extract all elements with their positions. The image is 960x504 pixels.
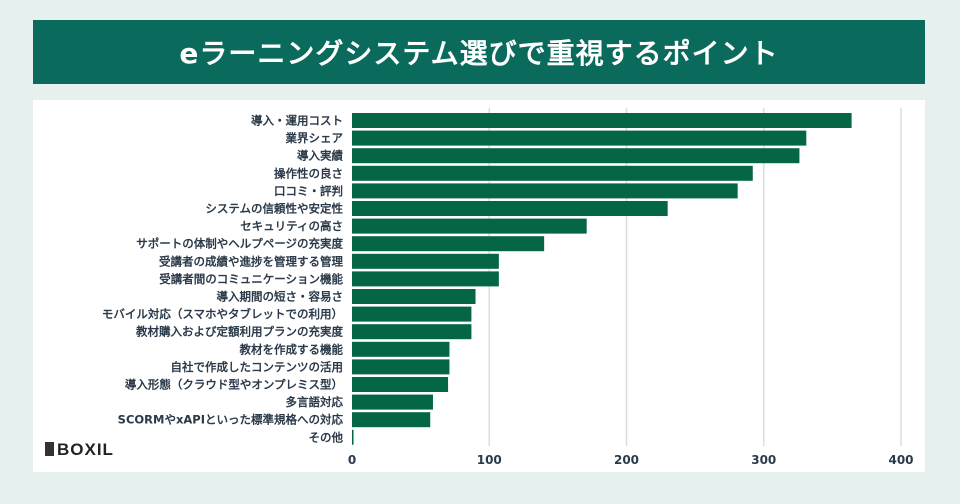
category-label: サポートの体制やヘルプページの充実度	[136, 237, 343, 251]
bar	[352, 148, 800, 164]
bar	[352, 253, 499, 269]
bar	[352, 183, 738, 199]
x-tick-label: 100	[477, 453, 502, 467]
bar	[352, 113, 852, 128]
category-label: 導入・運用コスト	[251, 114, 343, 128]
bar	[352, 394, 433, 410]
x-tick-label: 0	[348, 453, 356, 467]
bar	[352, 165, 753, 181]
category-label: その他	[309, 430, 344, 444]
category-label: 操作性の良さ	[274, 166, 343, 180]
category-label: モバイル対応（スマホやタブレットでの利用）	[102, 307, 343, 321]
category-label: 自社で作成したコンテンツの活用	[171, 360, 344, 374]
category-label: 多言語対応	[286, 395, 344, 409]
category-label: セキュリティの高さ	[240, 219, 343, 233]
bar	[352, 201, 668, 216]
bar	[352, 359, 450, 375]
x-tick-label: 300	[751, 453, 776, 467]
bar	[352, 218, 587, 234]
bar	[352, 130, 807, 146]
category-label: SCORMやxAPIといった標準規格への対応	[118, 413, 344, 427]
bar	[352, 324, 472, 340]
category-label: 導入期間の短さ・容易さ	[217, 290, 344, 304]
category-label: 教材購入および定額利用プランの充実度	[135, 325, 343, 339]
category-label: システムの信頼性や安定性	[205, 202, 343, 216]
bar	[352, 341, 450, 357]
bar	[352, 429, 354, 445]
category-label: 受講者の成績や進捗を管理する管理	[159, 254, 343, 268]
category-label: 口コミ・評判	[274, 184, 343, 198]
category-label: 導入形態（クラウド型やオンプレミス型）	[125, 378, 343, 392]
category-label: 導入実績	[297, 149, 343, 163]
bar	[352, 289, 476, 304]
boxil-logo: BOXIL	[45, 440, 114, 460]
x-tick-label: 200	[614, 453, 639, 467]
bar	[352, 236, 545, 252]
bar	[352, 271, 499, 287]
bar	[352, 412, 431, 428]
bar	[352, 306, 472, 322]
bar	[352, 377, 449, 392]
category-label: 業界シェア	[285, 131, 344, 145]
chart-title: eラーニングシステム選びで重視するポイント	[33, 20, 925, 84]
category-label: 教材を作成する機能	[239, 342, 344, 356]
category-label: 受講者間のコミュニケーション機能	[159, 272, 343, 286]
x-tick-label: 400	[888, 453, 913, 467]
